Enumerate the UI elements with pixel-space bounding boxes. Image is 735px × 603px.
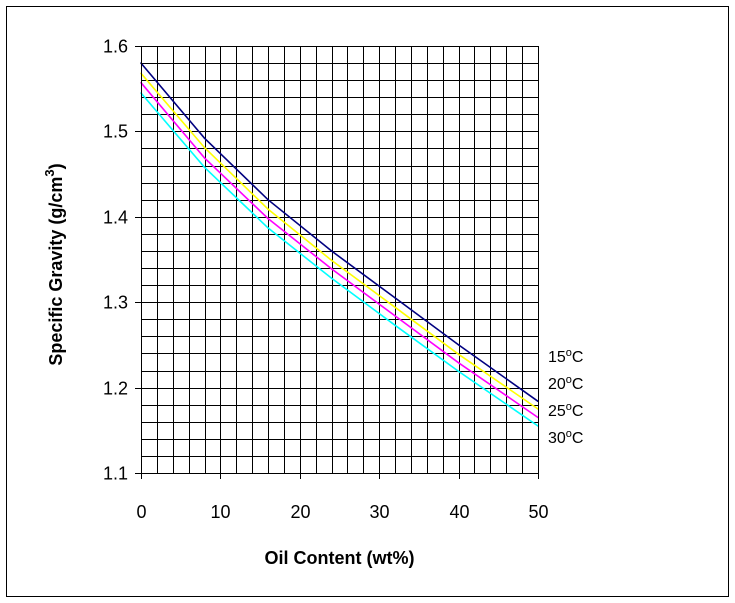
data-point	[267, 198, 269, 201]
y-tick-label: 1.5	[103, 122, 128, 142]
data-point	[394, 324, 396, 327]
x-tick-label: 20	[290, 502, 310, 522]
series-line-1	[140, 62, 539, 402]
x-tick-label: 40	[449, 502, 469, 522]
ticks: 0 10 20 30 40 50 1.1 1.2 1.3 1.4 1.5 1.6	[103, 37, 549, 523]
legend-label-4: 30oC	[548, 428, 583, 447]
y-tick-label: 1.6	[103, 37, 128, 57]
y-axis-title-main: Specific Gravity (g/cm	[46, 177, 66, 366]
data-point	[457, 370, 460, 373]
data-point	[267, 227, 269, 229]
legend-label-1: 15oC	[548, 347, 583, 366]
data-point	[394, 306, 396, 309]
data-point	[330, 259, 333, 262]
data-point	[203, 166, 206, 169]
y-tick-label: 1.2	[103, 379, 128, 399]
series-layer	[140, 62, 539, 427]
data-point	[394, 297, 396, 299]
data-point	[267, 208, 269, 210]
legend-label-3: 25oC	[548, 401, 583, 420]
y-tick-label: 1.3	[103, 293, 128, 313]
data-point	[394, 315, 396, 317]
x-axis-title: Oil Content (wt%)	[265, 548, 415, 568]
x-tick-label: 30	[369, 502, 389, 522]
y-axis-title-sup: 3	[42, 169, 57, 176]
data-point	[203, 146, 206, 149]
y-tick-label: 1.4	[103, 208, 128, 228]
data-point	[457, 353, 460, 356]
data-point	[267, 217, 269, 220]
plot-border	[141, 46, 539, 474]
data-point	[457, 362, 460, 364]
x-tick-label: 50	[528, 502, 548, 522]
chart-frame	[6, 6, 729, 597]
data-point	[330, 268, 333, 270]
legend: 15oC 20oC 25oC 30oC	[548, 347, 583, 447]
data-point	[330, 277, 333, 280]
x-tick-label: 0	[136, 502, 146, 522]
x-tick-label: 10	[210, 502, 230, 522]
data-point	[457, 344, 460, 346]
y-tick-label: 1.1	[103, 464, 128, 484]
grid	[141, 46, 539, 474]
data-point	[330, 250, 333, 252]
data-point	[203, 137, 206, 139]
y-axis-title: Specific Gravity (g/cm3)	[42, 163, 66, 365]
y-axis-title-end: )	[46, 163, 66, 169]
data-point	[203, 157, 206, 159]
legend-label-2: 20oC	[548, 374, 583, 393]
